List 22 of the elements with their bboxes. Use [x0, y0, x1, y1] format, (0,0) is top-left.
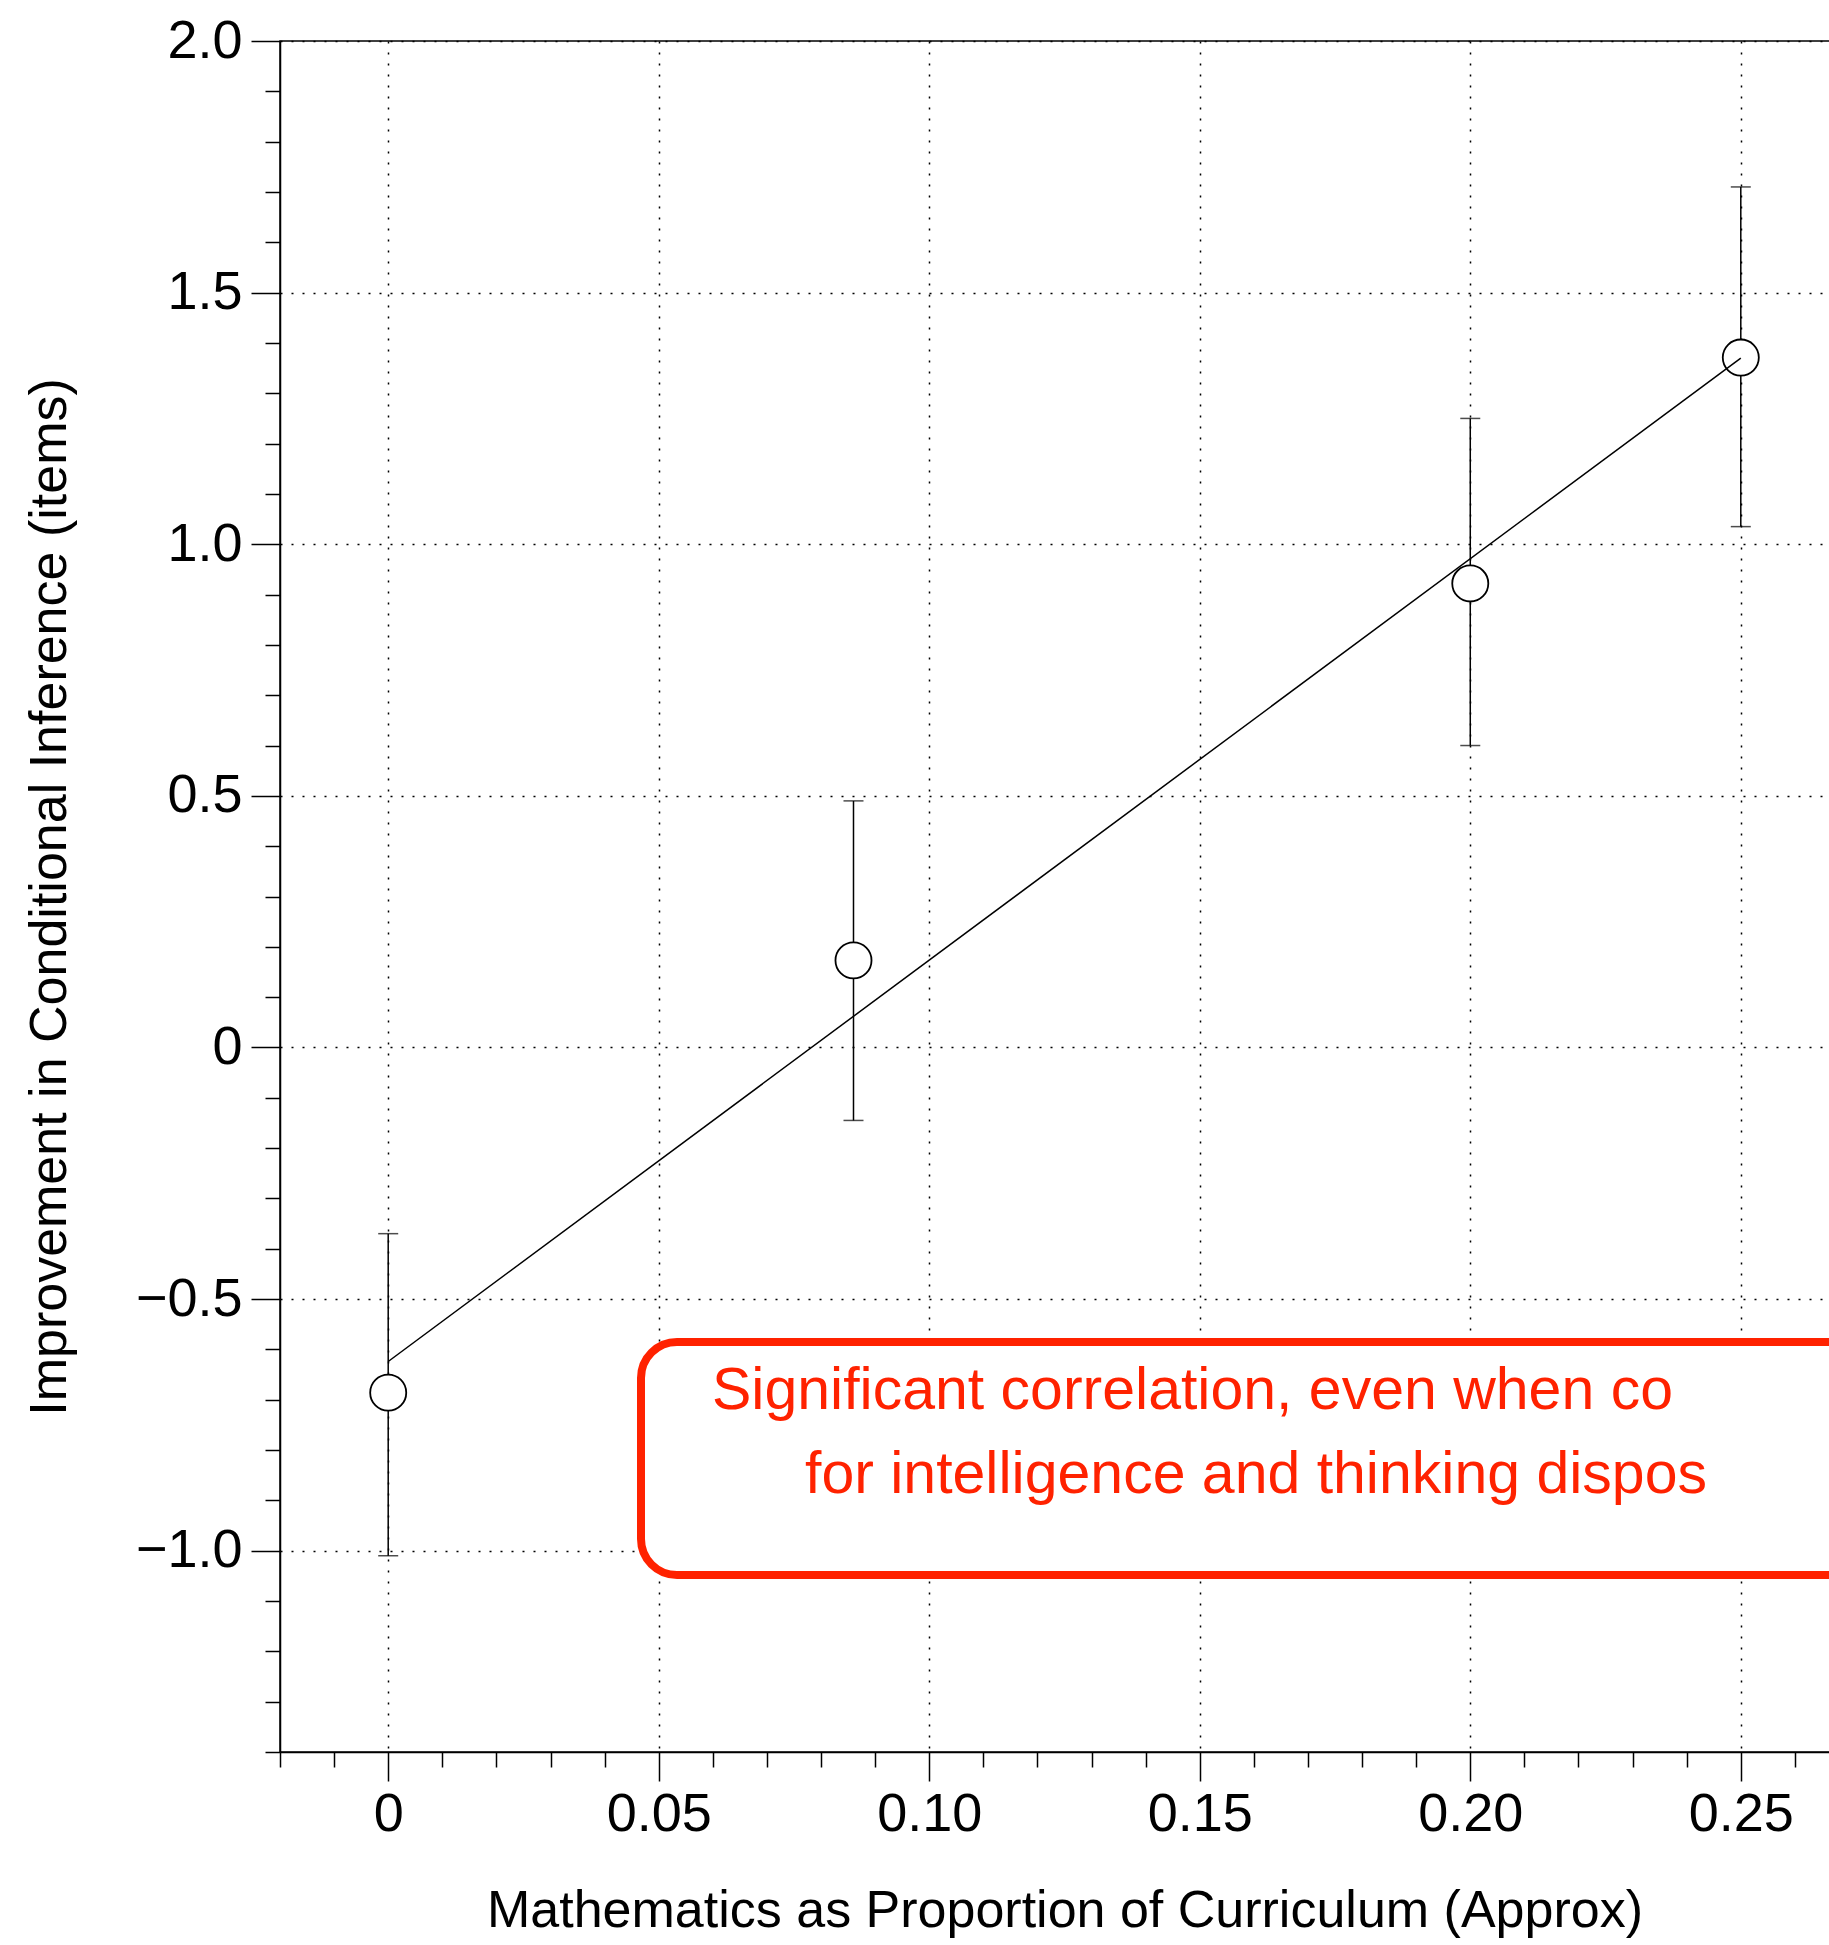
y-tick-label: 0 — [212, 1014, 243, 1075]
y-tick-label: −1.0 — [135, 1518, 243, 1579]
x-axis-title: Mathematics as Proportion of Curriculum (Approx) — [487, 1879, 1643, 1938]
x-tick-label: 0.25 — [1688, 1781, 1794, 1842]
y-tick-label: 2.0 — [167, 8, 243, 69]
point — [1451, 564, 1490, 603]
x-tick-label: 0 — [373, 1781, 404, 1842]
y-tick-label: 1.5 — [167, 260, 243, 321]
x-tick-label: 0.05 — [606, 1781, 712, 1842]
point — [834, 941, 873, 980]
y-tick-label: −0.5 — [135, 1266, 243, 1327]
annotation: Significant correlation, even when co — [712, 1356, 1673, 1422]
rounded-box: Significant correlation, even when co for intelligence and thinking dispos — [637, 1338, 1829, 1579]
point — [1721, 338, 1760, 377]
x-tick-label: 0.20 — [1418, 1781, 1524, 1842]
x-tick-label: 0.15 — [1147, 1781, 1253, 1842]
annotation: for intelligence and thinking dispos — [805, 1440, 1707, 1506]
x-tick-label: 0.10 — [877, 1781, 983, 1842]
y-tick-label: 0.5 — [167, 763, 243, 824]
y-axis-title: Improvement in Conditional Inference (items) — [18, 378, 77, 1416]
y-tick-label: 1.0 — [167, 511, 243, 572]
point — [369, 1373, 408, 1412]
